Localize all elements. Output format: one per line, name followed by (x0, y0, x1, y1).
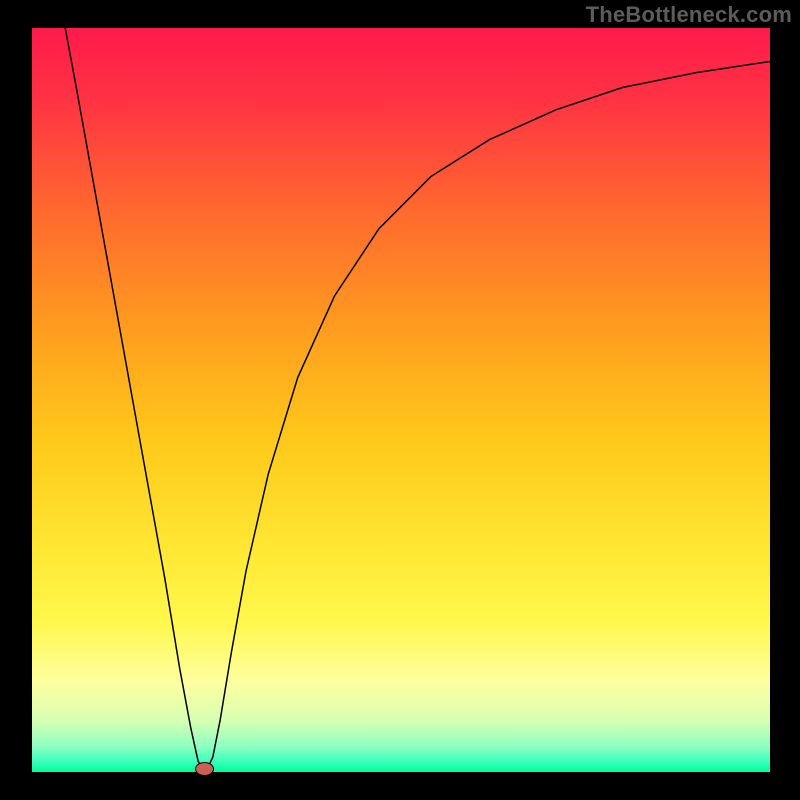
gradient-background (32, 28, 770, 772)
chart-container: TheBottleneck.com (0, 0, 800, 800)
minimum-marker (195, 762, 214, 776)
watermark-text: TheBottleneck.com (586, 2, 792, 28)
